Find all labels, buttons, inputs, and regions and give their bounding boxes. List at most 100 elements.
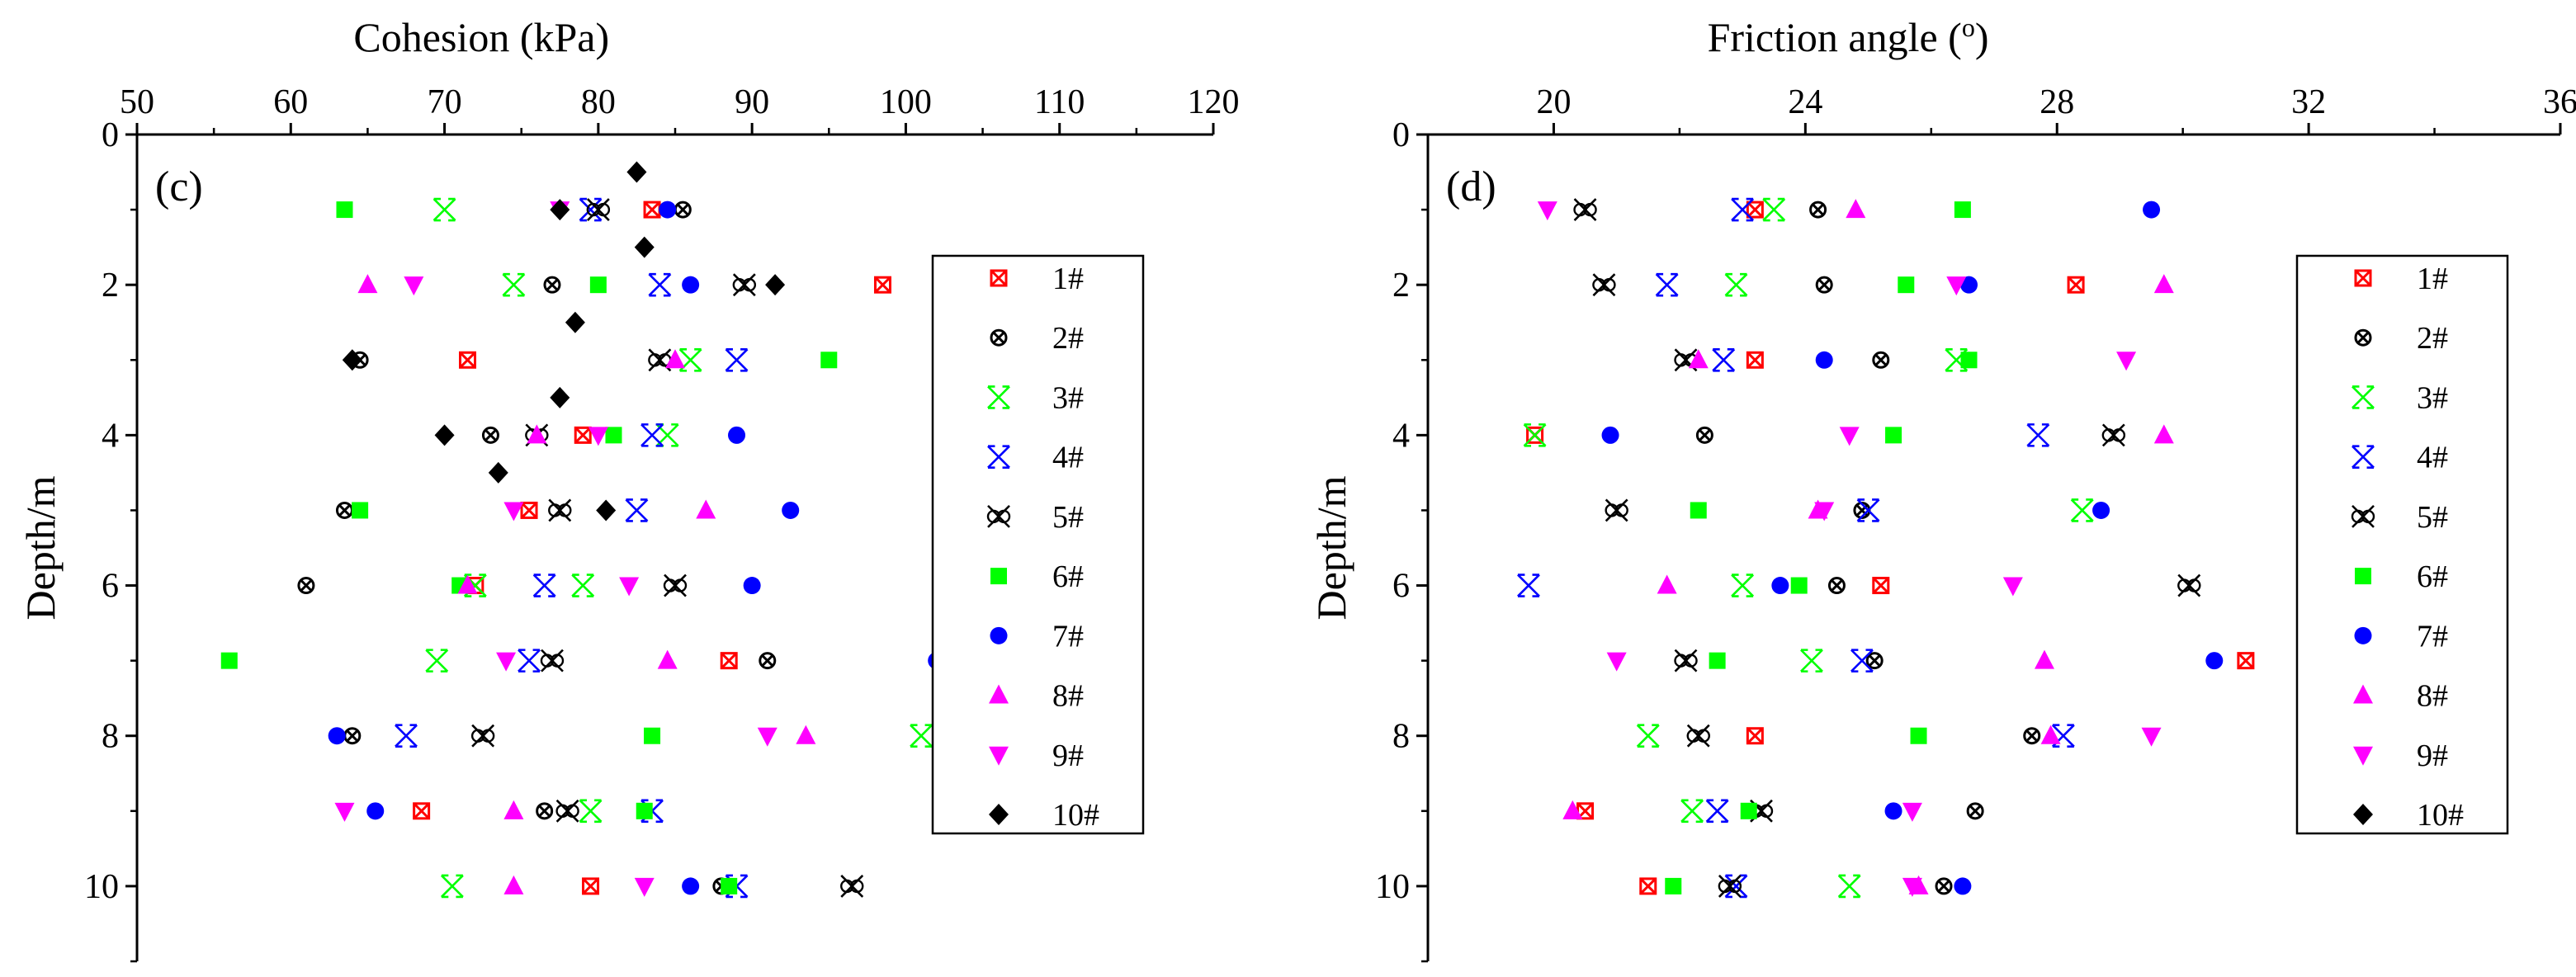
point-8 [2153,274,2174,294]
point-8 [457,574,478,594]
point-2 [1872,351,1890,369]
point-1 [574,426,592,444]
point-7 [2092,501,2110,519]
legend-marker-8 [2353,684,2373,704]
point-2 [481,426,499,444]
point-5 [555,799,579,823]
point-9 [757,727,778,747]
legend-label-6: 6# [1052,559,1084,594]
x-tick-label: 120 [1188,83,1240,121]
point-8 [2153,424,2174,444]
point-5 [548,498,572,522]
legend-label-4: 4# [1052,441,1084,475]
x-tick-label: 70 [428,83,462,121]
point-9 [1606,652,1627,672]
point-9 [334,802,355,822]
point-4 [395,724,418,748]
point-5 [470,724,495,748]
point-9 [634,877,655,897]
point-5 [2101,423,2126,447]
point-6 [1960,352,1978,369]
x-axis-title: Cohesion (kPa) [353,14,609,60]
point-1 [582,877,600,895]
point-9 [496,652,517,672]
point-6 [605,427,622,444]
point-9 [1902,802,1922,822]
point-7 [682,276,700,294]
x-tick-label: 60 [273,83,308,121]
point-6 [1740,802,1757,819]
cohesion-depth-chart: 50 60 70 80 90 100 110 120 0 2 4 6 8 10 Cohesion (kPa)… [17,14,1240,963]
x-tick-label: 100 [880,83,932,121]
x-tick-label: 28 [2040,83,2074,121]
point-8 [1562,800,1583,819]
legend-label-5: 5# [1052,500,1084,535]
point-7 [743,577,761,595]
legend-label-6: 6# [2417,559,2448,594]
x-tick-label: 24 [1788,83,1822,121]
point-2 [1809,201,1827,219]
y-tick-label: 0 [1392,116,1410,154]
legend-marker-9 [989,746,1009,766]
point-9 [2002,577,2023,597]
legend-label-1: 1# [1052,262,1084,296]
point-7 [659,201,677,219]
point-4 [2026,423,2050,447]
point-6 [636,802,653,819]
point-10 [565,311,585,333]
point-10 [765,274,786,296]
legend-label-7: 7# [1052,619,1084,654]
point-1 [1639,877,1657,895]
legend-label-5: 5# [2417,500,2448,535]
point-9 [404,276,424,296]
legend-label-7: 7# [2417,619,2448,654]
point-4 [1705,799,1729,824]
legend-label-1: 1# [2417,262,2448,296]
point-4 [1856,498,1880,522]
point-10 [342,349,362,371]
legend-marker-1 [990,269,1008,287]
legend-label-3: 3# [2417,380,2448,415]
point-4 [1731,197,1755,222]
point-6 [336,201,353,219]
point-5 [586,198,611,222]
point-6 [820,352,838,369]
legend-marker-5 [986,504,1011,528]
point-6 [1898,276,1915,294]
point-4 [725,347,749,372]
point-8 [357,274,378,294]
point-7 [2143,201,2161,219]
x-tick-label: 90 [735,83,769,121]
point-4 [2051,724,2075,748]
point-5 [663,573,688,597]
point-5 [840,874,864,898]
point-3 [463,573,487,597]
legend-marker-2 [2354,328,2372,347]
panel-label: (c) [155,163,203,210]
point-3 [432,197,456,222]
point-5 [540,649,565,673]
point-2 [2023,727,2041,745]
point-3 [678,347,702,372]
point-3 [1680,799,1704,824]
point-2 [1935,877,1953,895]
legend-label-9: 9# [2417,739,2448,773]
point-8 [503,800,524,819]
point-4 [1850,649,1874,673]
y-tick-label: 6 [102,568,119,606]
point-2 [1966,802,1984,820]
point-7 [1771,577,1789,595]
point-10 [596,499,617,522]
point-7 [2205,652,2224,670]
x-tick-label: 32 [2291,83,2326,121]
point-3 [1636,724,1660,748]
point-1 [459,351,477,369]
point-1 [643,201,661,219]
y-tick-label: 2 [1392,267,1410,304]
legend-marker-6 [2355,568,2371,585]
point-2 [543,276,561,294]
x-tick-label: 20 [1536,83,1571,121]
point-9 [1946,276,1967,296]
point-3 [502,272,526,297]
